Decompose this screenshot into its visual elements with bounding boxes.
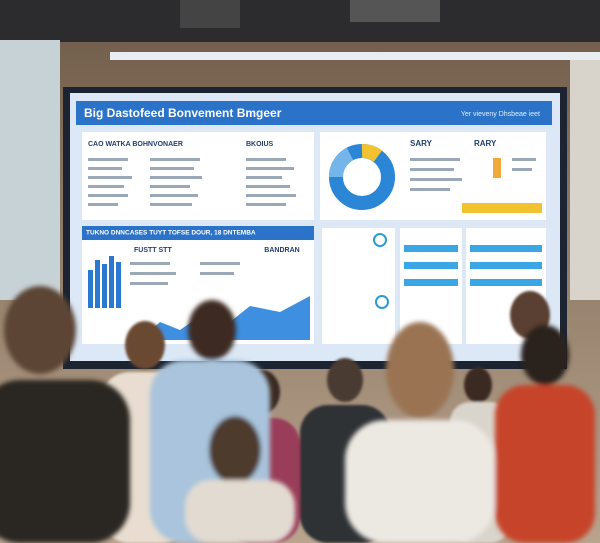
banner-text: TUKNO DNNCASES TUYT TOFSE DOUR, 18 DNTEM…: [86, 230, 256, 237]
panel-label: FUSTT STT: [134, 247, 172, 254]
title-bar: [76, 101, 552, 125]
ceiling-light: [110, 52, 600, 60]
area-shape: [140, 296, 310, 340]
panel-label: RARY: [474, 139, 497, 148]
bar-group: [88, 256, 121, 308]
screen-title: Big Dastofeed Bonvement Bmgeer: [84, 106, 282, 120]
donut-slice: [329, 147, 354, 178]
header-right: Yer vieveny Dhsbeae ieet: [461, 111, 540, 118]
mini-bar: [493, 158, 501, 178]
banner: [82, 226, 314, 240]
audience-front: [0, 286, 595, 543]
progress-bar: [462, 203, 542, 213]
text-lines: [130, 262, 240, 285]
right-wall: [570, 60, 600, 300]
donut-slice: [361, 144, 383, 162]
panel: [322, 228, 395, 344]
bar-rows: [404, 245, 542, 286]
icon: [375, 295, 389, 309]
panel-label: BKOIUS: [246, 141, 274, 148]
panel-label: BANDRAN: [264, 247, 299, 254]
window: [0, 40, 60, 300]
icon: [373, 233, 387, 247]
panel-label: SARY: [410, 139, 433, 148]
text-lines: [410, 158, 536, 191]
text-lines: [88, 158, 296, 206]
panel-label: CAO WATKA BOHNVONAER: [88, 141, 183, 148]
ceiling-duct: [180, 0, 240, 28]
ceiling: [0, 0, 600, 42]
ceiling-duct: [350, 0, 440, 22]
